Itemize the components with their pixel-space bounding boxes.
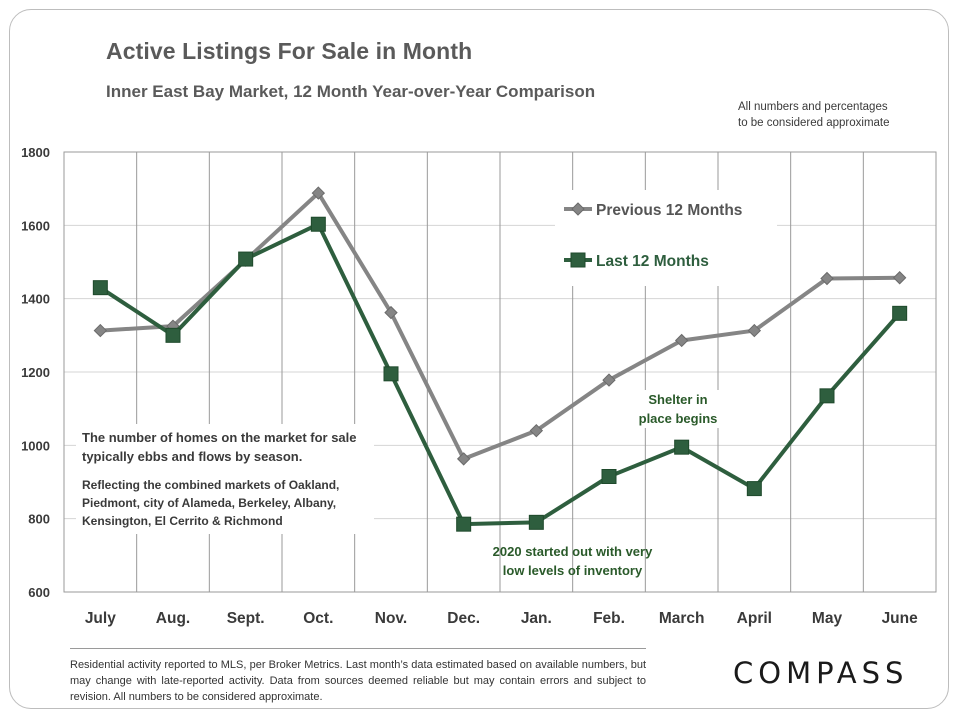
point-prev-5 (456, 452, 471, 466)
x-tick-label-11: June (882, 610, 919, 627)
point-last-5 (456, 516, 472, 532)
compass-logo: COMPASS (733, 656, 909, 690)
point-prev-11 (892, 271, 907, 285)
footer-disclaimer: Residential activity reported to MLS, pe… (70, 648, 646, 705)
shelter-annotation-line-2: place begins (638, 411, 718, 426)
x-tick-label-2: Sept. (227, 610, 265, 627)
disclaimer-line-2: to be considered approximate (738, 117, 890, 129)
series-line-1 (99, 222, 902, 527)
x-tick-label-1: Aug. (156, 610, 190, 627)
legend-label-0: Previous 12 Months (596, 202, 742, 219)
x-tick-label-8: March (659, 610, 705, 627)
series-layer (92, 186, 908, 532)
y-tick-label-600: 600 (28, 585, 50, 600)
x-tick-label-3: Oct. (303, 610, 333, 627)
point-prev-10 (820, 271, 834, 286)
point-last-8 (674, 439, 690, 455)
point-last-1 (165, 327, 181, 343)
y-tick-label-1400: 1400 (21, 292, 50, 307)
chart-legend: Previous 12 Months Last 12 Months (555, 190, 777, 286)
point-last-9 (746, 481, 762, 497)
chart-subtitle: Inner East Bay Market, 12 Month Year-ove… (106, 82, 596, 101)
y-tick-label-1200: 1200 (21, 365, 50, 380)
point-last-11 (892, 305, 908, 321)
legend-marker-prev (571, 202, 585, 216)
legend-background (555, 190, 777, 286)
x-tick-label-7: Feb. (593, 610, 625, 627)
seasonal-note-main: The number of homes on the market for sa… (82, 430, 357, 464)
point-last-6 (528, 514, 544, 530)
disclaimer-line-1: All numbers and percentages (738, 101, 888, 113)
point-prev-4 (384, 305, 398, 320)
plot-area-border (63, 151, 937, 593)
x-tick-label-6: Jan. (521, 610, 552, 627)
low-inventory-line-1: 2020 started out with very (492, 544, 653, 559)
point-last-3 (310, 216, 326, 232)
low-inventory-line-2: low levels of inventory (502, 563, 643, 578)
shelter-in-place-annotation: Shelter in place begins (618, 390, 738, 428)
point-prev-8 (674, 333, 689, 348)
seasonal-note: The number of homes on the market for sa… (76, 424, 374, 534)
x-tick-label-0: July (85, 610, 116, 627)
point-prev-0 (93, 323, 108, 338)
point-last-7 (601, 469, 617, 484)
point-last-10 (819, 388, 835, 404)
y-tick-label-1000: 1000 (21, 438, 50, 453)
seasonal-note-markets: Reflecting the combined markets of Oakla… (82, 478, 340, 528)
y-tick-label-1600: 1600 (21, 218, 50, 233)
shelter-annotation-line-1: Shelter in (648, 392, 708, 407)
x-tick-label-9: April (737, 610, 772, 627)
low-inventory-annotation: 2020 started out with very low levels of… (470, 542, 675, 580)
x-tick-label-4: Nov. (375, 610, 407, 627)
x-tick-label-5: Dec. (447, 610, 480, 627)
point-prev-7 (602, 373, 616, 387)
x-tick-label-10: May (812, 610, 843, 627)
point-last-4 (383, 366, 399, 382)
legend-marker-last (570, 252, 586, 268)
point-last-2 (238, 251, 254, 267)
point-last-0 (92, 280, 108, 296)
point-prev-9 (747, 323, 762, 338)
legend-label-1: Last 12 Months (596, 253, 709, 270)
y-tick-label-800: 800 (28, 512, 50, 527)
y-tick-label-1800: 1800 (21, 145, 50, 160)
axis-labels: 600 800 1000 1200 1400 1600 1800 July Aug. Sept. O… (21, 145, 918, 627)
chart-title: Active Listings For Sale in Month (106, 38, 473, 64)
approximation-disclaimer: All numbers and percentages to be consid… (738, 99, 938, 131)
point-prev-3 (311, 186, 326, 200)
point-prev-6 (529, 423, 544, 438)
